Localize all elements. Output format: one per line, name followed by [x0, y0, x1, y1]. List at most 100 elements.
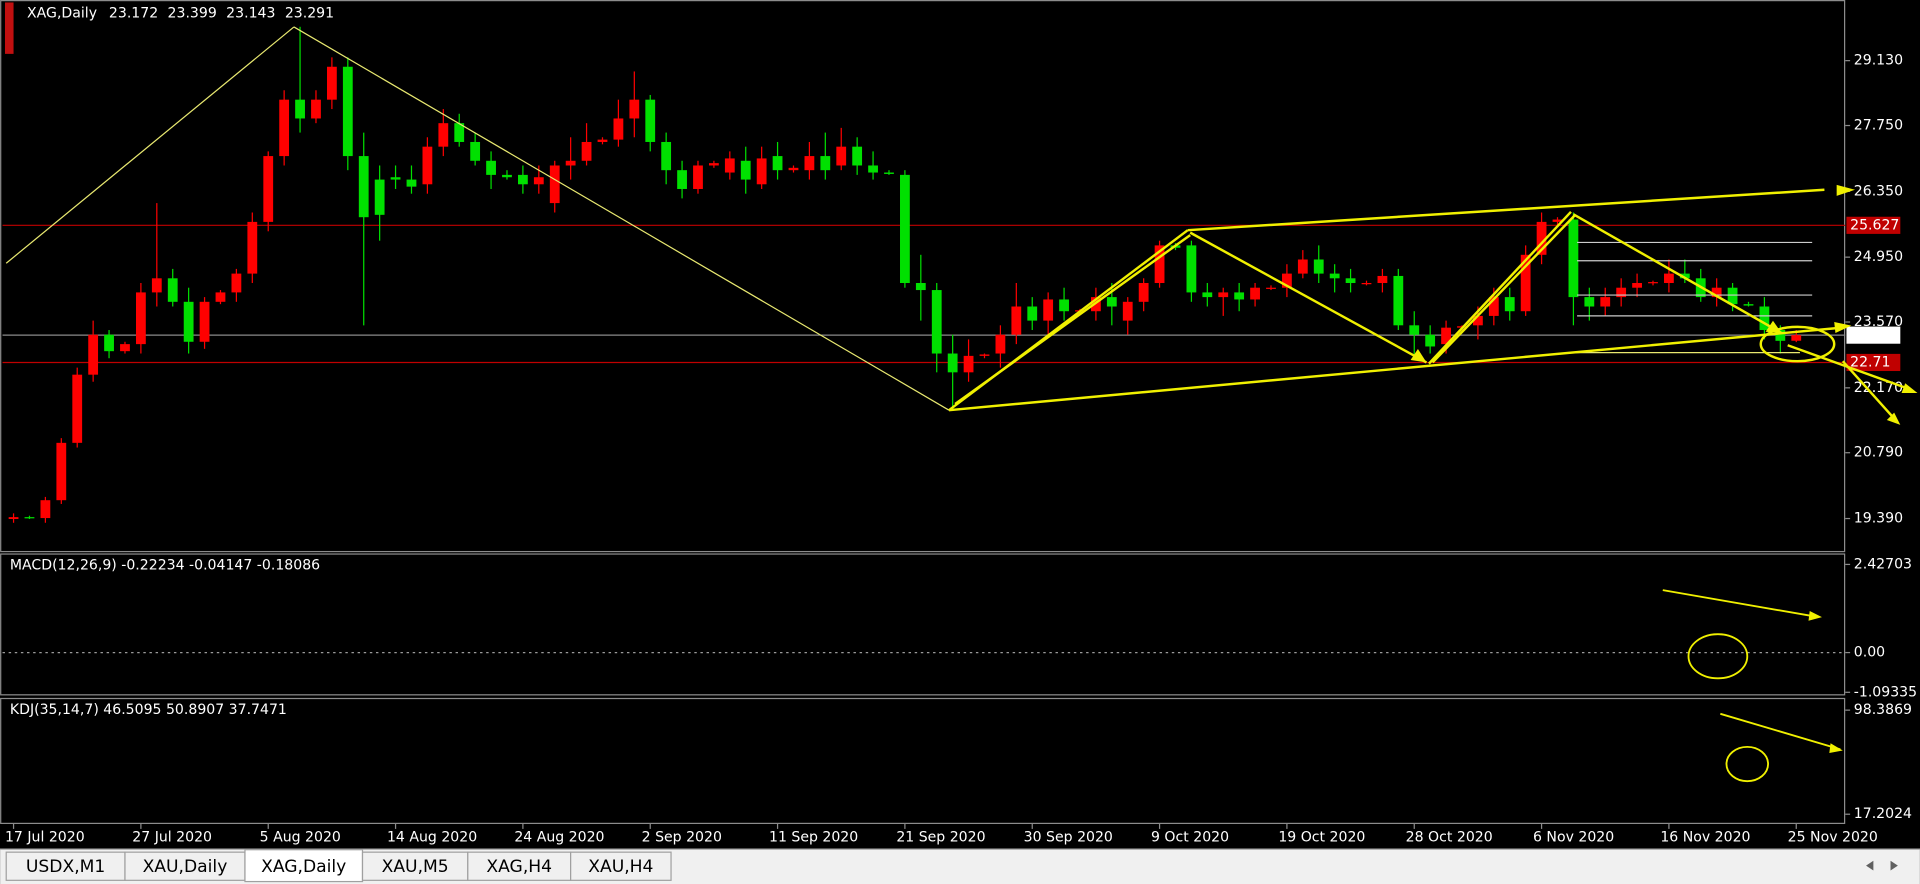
candle-body [406, 179, 417, 187]
y-tick-label: 19.390 [1854, 511, 1903, 527]
tab-box[interactable] [361, 851, 469, 881]
candle-body [470, 141, 481, 161]
tab-label[interactable]: XAU,Daily [143, 857, 228, 877]
main-frame [0, 0, 1846, 553]
candle-body [1504, 297, 1515, 312]
tab[interactable]: XAG,H4 [467, 851, 572, 881]
arrowhead [1765, 320, 1782, 334]
trendline [1428, 210, 1572, 365]
x-tick-label: 2 Sep 2020 [642, 829, 722, 845]
candle-body [518, 174, 528, 185]
trendline [293, 26, 950, 411]
tab-label[interactable]: XAU,M5 [382, 857, 449, 877]
candle-body [884, 172, 894, 174]
candle-body [915, 283, 926, 291]
arrowhead [1808, 610, 1822, 621]
price-tag-label: 22.71 [1850, 354, 1890, 370]
candle-body [724, 158, 735, 173]
tab-box[interactable] [124, 851, 246, 881]
kdj-frame [0, 697, 1846, 825]
candle-body [709, 163, 719, 166]
x-tick-label: 9 Oct 2020 [1151, 829, 1229, 845]
x-tick-label: 6 Nov 2020 [1533, 829, 1614, 845]
candle-body [1106, 297, 1117, 307]
y-tick-label: 22.170 [1854, 380, 1903, 396]
scroll-left[interactable] [1866, 860, 1874, 871]
candle-body [56, 442, 67, 501]
candle-body [1727, 287, 1738, 305]
candle-body [565, 160, 576, 166]
candle-body [820, 156, 831, 171]
channel-bottom [948, 326, 1837, 412]
candle-body [1632, 283, 1642, 288]
candle-body [24, 517, 35, 519]
candle-body [804, 156, 815, 171]
candle-body [1568, 219, 1579, 298]
highlight-ellipse [1759, 325, 1836, 363]
scroll-right[interactable] [1890, 860, 1898, 871]
candle-body [1600, 297, 1611, 307]
candle-body [900, 174, 910, 284]
candle-body [215, 292, 226, 302]
candle-body [597, 139, 608, 142]
candle-body [1616, 287, 1627, 298]
y-tick-label: -1.09335 [1854, 684, 1917, 700]
candle-body [677, 170, 687, 189]
x-tick-label: 28 Oct 2020 [1406, 829, 1493, 845]
tab-label[interactable]: USDX,M1 [26, 857, 105, 877]
candle-body [454, 123, 465, 142]
candle-body [1266, 287, 1276, 289]
candle-body [533, 177, 544, 185]
x-tick-label: 14 Aug 2020 [387, 829, 477, 845]
x-tick-label: 11 Sep 2020 [769, 829, 858, 845]
candle-body [581, 141, 592, 161]
annotations [5, 26, 1918, 783]
candle-body [629, 99, 640, 119]
tab-label[interactable]: XAG,H4 [486, 857, 552, 877]
tab-box[interactable] [570, 851, 672, 881]
tab-label[interactable]: XAG,Daily [261, 857, 346, 877]
candle-body [1186, 245, 1197, 293]
candle-body [661, 141, 672, 171]
candle-body [390, 177, 401, 180]
candle-body [311, 99, 321, 119]
trendline [1189, 231, 1428, 364]
symbol: XAG,Daily [27, 5, 97, 21]
candle-body [1393, 275, 1404, 326]
candle-body [756, 158, 767, 185]
candle-body [788, 167, 799, 171]
candle-body [1361, 283, 1372, 285]
arrow [1841, 360, 1897, 421]
tab-label[interactable]: XAU,H4 [588, 857, 653, 877]
candle-body [1027, 306, 1038, 321]
tab-box[interactable] [244, 849, 364, 883]
tab[interactable]: XAU,Daily [124, 851, 246, 881]
candle-body [120, 344, 130, 352]
candle-body [1441, 327, 1451, 345]
tab[interactable]: XAU,H4 [570, 851, 672, 881]
x-tick-label: 19 Oct 2020 [1278, 829, 1365, 845]
arrowhead [1836, 184, 1856, 196]
x-tick-label: 25 Nov 2020 [1788, 829, 1878, 845]
candle-body [1409, 325, 1420, 335]
candle-body [1234, 292, 1245, 300]
candle-body [852, 146, 863, 166]
tab-scroll [1866, 860, 1898, 871]
candle-body [995, 334, 1006, 354]
y-tick-label: 17.2024 [1854, 806, 1912, 822]
y-tick-label: 29.130 [1854, 53, 1903, 69]
candle-body [1759, 306, 1770, 331]
tab[interactable]: XAG,Daily [244, 849, 364, 883]
candle-body [279, 99, 290, 157]
candle-body [358, 156, 369, 218]
candle-body [613, 118, 624, 140]
tab-box[interactable] [5, 851, 126, 881]
x-tick-label: 16 Nov 2020 [1660, 829, 1750, 845]
candle-body [1791, 335, 1802, 341]
tab-box[interactable] [467, 851, 572, 881]
candle-body [1345, 278, 1356, 284]
tab[interactable]: USDX,M1 [5, 851, 126, 881]
candle-body [438, 123, 449, 147]
tab[interactable]: XAU,M5 [361, 851, 469, 881]
